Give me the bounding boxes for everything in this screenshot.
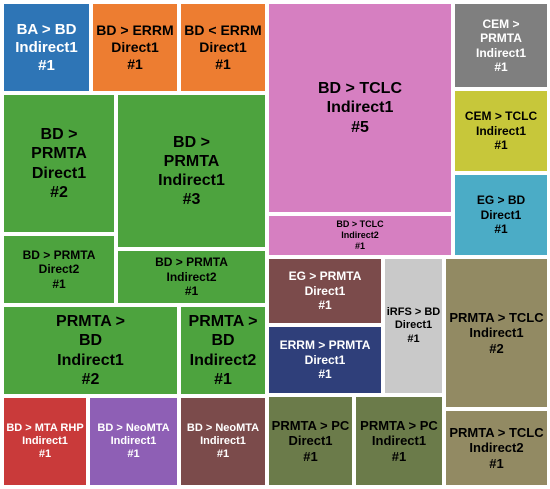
treemap-cell: BD > PRMTA Indirect1 #3 xyxy=(116,93,267,249)
treemap-cell: PRMTA > TCLC Indirect2 #1 xyxy=(444,409,549,487)
treemap-cell-label: BD > MTA RHP Indirect1 #1 xyxy=(6,421,84,461)
treemap-cell-label: BD > NeoMTA Indirect1 #1 xyxy=(186,421,260,461)
treemap-cell: CEM > TCLC Indirect1 #1 xyxy=(453,89,549,173)
treemap-cell-label: BD > NeoMTA Indirect1 #1 xyxy=(97,421,170,461)
treemap-cell: iRFS > BD Direct1 #1 xyxy=(383,257,444,395)
treemap-cell: BD < ERRM Direct1 #1 xyxy=(179,2,267,93)
treemap-cell: BD > TCLC Indirect1 #5 xyxy=(267,2,453,214)
treemap-cell: BD > PRMTA Indirect2 #1 xyxy=(116,249,267,305)
treemap-cell: BA > BD Indirect1 #1 xyxy=(2,2,91,93)
treemap-cell-label: BD > TCLC Indirect1 #5 xyxy=(318,80,402,136)
treemap-cell-label: PRMTA > TCLC Indirect1 #2 xyxy=(449,309,544,356)
treemap-cell: CEM > PRMTA Indirect1 #1 xyxy=(453,2,549,89)
treemap-cell-label: BD > PRMTA Indirect1 #3 xyxy=(158,133,225,209)
treemap-cell-label: BD > TCLC Indirect2 #1 xyxy=(336,219,384,251)
treemap-cell-label: BD > PRMTA Indirect2 #1 xyxy=(155,255,228,299)
treemap-cell: BD > TCLC Indirect2 #1 xyxy=(267,214,453,257)
treemap-cell: PRMTA > TCLC Indirect1 #2 xyxy=(444,257,549,409)
treemap-cell: PRMTA > BD Indirect1 #2 xyxy=(2,305,179,396)
treemap-cell: BD > PRMTA Direct1 #2 xyxy=(2,93,116,234)
treemap-cell-label: EG > PRMTA Direct1 #1 xyxy=(288,269,362,313)
treemap-cell: BD > PRMTA Direct2 #1 xyxy=(2,234,116,305)
treemap-cell-label: PRMTA > BD Indirect1 #2 xyxy=(56,313,125,388)
treemap-cell-label: BD > ERRM Direct1 #1 xyxy=(96,22,174,72)
treemap-cell-label: ERRM > PRMTA Direct1 #1 xyxy=(279,338,371,382)
treemap-cell-label: PRMTA > TCLC Indirect2 #1 xyxy=(449,424,544,471)
treemap-cell-label: CEM > TCLC Indirect1 #1 xyxy=(464,109,538,153)
treemap-cell: BD > NeoMTA Indirect1 #1 xyxy=(88,396,179,487)
treemap-cell: BD > NeoMTA Indirect1 #1 xyxy=(179,396,267,487)
treemap-cell: EG > BD Direct1 #1 xyxy=(453,173,549,257)
treemap-cell: PRMTA > BD Indirect2 #1 xyxy=(179,305,267,396)
treemap-cell-label: PRMTA > PC Indirect1 #1 xyxy=(360,417,438,464)
treemap-cell-label: PRMTA > PC Direct1 #1 xyxy=(271,417,350,464)
treemap-cell-label: BD > PRMTA Direct2 #1 xyxy=(22,247,96,291)
treemap-cell-label: BD < ERRM Direct1 #1 xyxy=(184,22,262,72)
treemap-cell: EG > PRMTA Direct1 #1 xyxy=(267,257,383,325)
treemap-cell: PRMTA > PC Direct1 #1 xyxy=(267,395,354,487)
treemap-cell-label: iRFS > BD Direct1 #1 xyxy=(386,306,441,345)
treemap-cell: BD > ERRM Direct1 #1 xyxy=(91,2,179,93)
treemap-cell-label: CEM > PRMTA Indirect1 #1 xyxy=(475,16,526,74)
treemap-cell-label: PRMTA > BD Indirect2 #1 xyxy=(188,313,258,388)
treemap-cell-label: EG > BD Direct1 #1 xyxy=(476,193,526,237)
treemap-cell: PRMTA > PC Indirect1 #1 xyxy=(354,395,444,487)
treemap-cell: ERRM > PRMTA Direct1 #1 xyxy=(267,325,383,395)
treemap-cell-label: BD > PRMTA Direct1 #2 xyxy=(31,126,87,201)
treemap-cell: BD > MTA RHP Indirect1 #1 xyxy=(2,396,88,487)
treemap-cell-label: BA > BD Indirect1 #1 xyxy=(15,20,78,74)
